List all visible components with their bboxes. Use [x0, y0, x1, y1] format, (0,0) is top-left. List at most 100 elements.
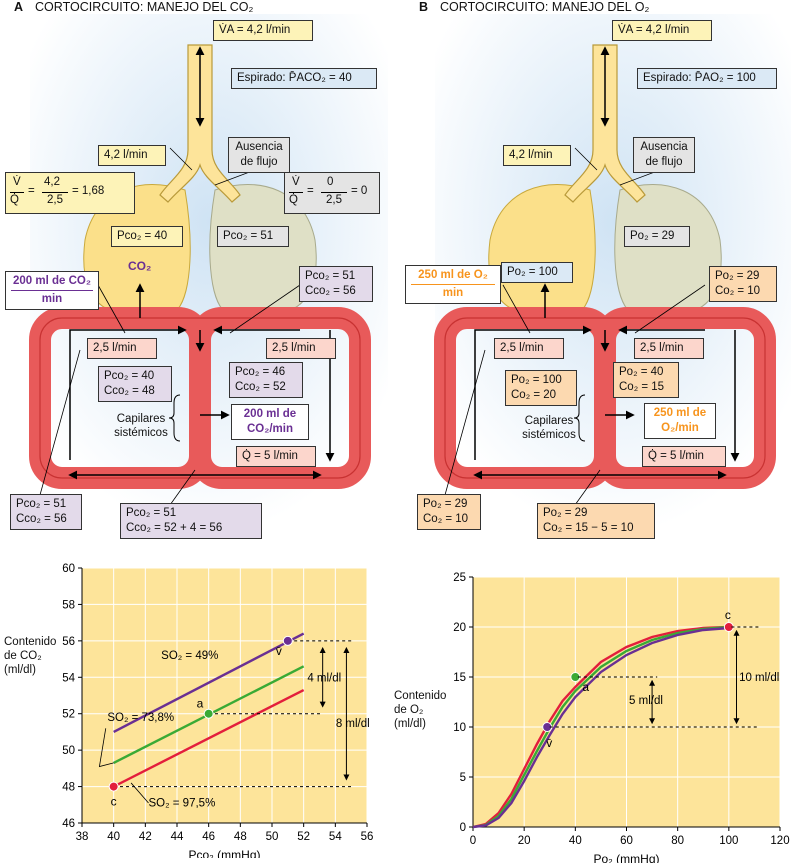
chart0-tick-label-x: 48: [234, 831, 247, 843]
chart0-tick-label-x: 40: [107, 831, 120, 843]
chart0-annotation-4ml: 4 ml/dl: [307, 672, 341, 684]
panel-a-title-text: CORTOCIRCUITO: MANEJO DEL CO₂: [35, 0, 254, 14]
chart0-point-label-2: c: [111, 795, 117, 809]
b-left-flow-arrow: [474, 325, 592, 460]
a-post-left-box: Pco₂ = 40 Cco₂ = 48: [98, 366, 172, 402]
b-q-total: Q̇ = 5 l/min: [642, 446, 726, 467]
b-venous-left-2: Co₂ = 10: [423, 513, 469, 525]
a-output-2: min: [41, 293, 63, 305]
b-expired-box: Espirado: P̄AO₂ = 100: [637, 68, 777, 89]
chart0-tick-label-x: 42: [139, 831, 152, 843]
b-flow-left: 4,2 l/min: [503, 145, 571, 166]
b-leader-flow: [574, 147, 598, 171]
chart0-point-label-0: v̄: [276, 644, 282, 658]
b-capillary-brace: [573, 394, 586, 442]
b-flow-a: 2,5 l/min: [494, 338, 564, 359]
a-venous-bottom-1: Pco₂ = 51: [126, 507, 177, 519]
chart1-series-1-line: [472, 625, 729, 829]
chart0-leader-s1: [98, 728, 114, 768]
a-co2-label: CO₂: [128, 259, 152, 273]
chart1-tick-label-x: 20: [518, 835, 531, 847]
a-tissue-1: 200 ml de: [243, 408, 297, 420]
a-capillaries-1: Capilares: [116, 413, 166, 425]
chart1-tick-label-x: 120: [770, 835, 789, 847]
b-mixed-1: Po₂ = 40: [619, 366, 664, 378]
b-flow-b: 2,5 l/min: [634, 338, 704, 359]
b-lung-right-po2: Po₂ = 29: [624, 226, 690, 247]
a-vq-right-eq: =: [307, 185, 314, 197]
chart0-tick-label-x: 52: [297, 831, 310, 843]
a-mixed-box: Pco₂ = 46 Cco₂ = 52: [229, 362, 303, 398]
b-mixed-2: Co₂ = 15: [619, 381, 665, 393]
a-venous-left-1: Pco₂ = 51: [16, 498, 67, 510]
o2-ylabel-1: Contenido: [394, 690, 447, 702]
b-tissue-box: 250 ml de O₂/min: [644, 403, 716, 439]
b-venous-bottom-box: Po₂ = 29 Co₂ = 15 − 5 = 10: [537, 503, 655, 539]
chart0-point-2: [108, 781, 119, 792]
b-post-left-box: Po₂ = 100 Co₂ = 20: [505, 370, 577, 406]
a-leader-venous-bottom: [169, 469, 196, 506]
a-flow-a: 2,5 l/min: [87, 338, 157, 359]
a-vq-right-num: 0: [327, 176, 334, 188]
b-no-flow: Ausencia de flujo: [633, 137, 695, 173]
b-output-box: 250 ml de O₂ min: [405, 265, 501, 304]
chart0-tick-label-y: 48: [62, 782, 75, 794]
a-vq-left-v: V̇: [13, 176, 21, 188]
a-vq-right-result: = 0: [351, 185, 368, 197]
a-lung-left-pco2: Pco₂ = 40: [111, 226, 183, 247]
b-mixed-box: Po₂ = 40 Co₂ = 15: [613, 362, 679, 398]
a-ventilation-box: V̇A = 4,2 l/min: [213, 20, 313, 41]
a-vq-left-eq: =: [28, 185, 35, 197]
chart0-tick-label-y: 50: [62, 745, 75, 757]
co2-ylabel-2: de CO₂: [4, 650, 42, 662]
chart1-tick-label-x: 100: [719, 835, 738, 847]
a-flow-left: 4,2 l/min: [98, 145, 166, 166]
b-leader-shunt: [634, 284, 706, 334]
chart0-point-1: [203, 708, 214, 719]
a-no-flow: Ausencia de flujo: [228, 137, 290, 173]
chart0-point-label-1: a: [197, 697, 204, 711]
chart0-tick-label-x: 38: [76, 831, 89, 843]
b-venous-bottom-2: Co₂ = 15 − 5 = 10: [543, 522, 634, 534]
b-output-1: 250 ml de O₂: [418, 269, 488, 281]
chart0-tick-label-y: 52: [62, 709, 75, 721]
b-no-flow-1: Ausencia: [640, 141, 688, 153]
chart1-tick-label-y: 5: [460, 772, 466, 784]
a-vq-left-q: Q̇: [10, 192, 24, 208]
a-shunt-2: Cco₂ = 56: [305, 285, 356, 297]
a-vq-right: V̇ Q̇ = 0 2,5 = 0: [284, 172, 380, 214]
chart1-tick-label-y: 20: [453, 622, 466, 634]
chart0-point-0: [282, 635, 293, 646]
chart1-annotation-10ml: 10 ml/dl: [739, 672, 779, 684]
a-capillaries-label: Capilares sistémicos: [104, 412, 178, 440]
chart0-tick-label-y: 60: [62, 563, 75, 575]
chart0-x-axis-label: Pco₂ (mmHg): [189, 848, 261, 858]
o2-chart-ylabel: Contenido de O₂ (ml/dl): [394, 689, 446, 731]
chart0-annotation-8ml: 8 ml/dl: [336, 718, 370, 730]
a-shunt-1: Pco₂ = 51: [305, 270, 356, 282]
a-post-left-2: Cco₂ = 48: [104, 385, 155, 397]
b-shunt-box: Po₂ = 29 Co₂ = 10: [709, 266, 777, 302]
a-expired-box: Espirado: P̄ACO₂ = 40: [231, 68, 377, 89]
a-leader-flow: [169, 147, 193, 171]
chart1-series-2-line: [472, 626, 729, 829]
chart0-series-2-label: SO₂ = 97,5%: [149, 798, 216, 810]
o2-content-chart: 0 20 40 60 80 100 120 0 5 10 15 20 25 Po₂ (mmHg) c a v̄ 5…: [453, 572, 789, 863]
a-leader-shunt: [229, 284, 301, 334]
b-tissue-1: 250 ml de: [653, 407, 707, 419]
chart0-tick-label-y: 46: [62, 818, 75, 830]
co2-ylabel-3: (ml/dl): [4, 664, 36, 676]
a-mixed-1: Pco₂ = 46: [235, 366, 286, 378]
chart1-point-label-2: v̄: [546, 736, 552, 750]
chart1-point-label-1: a: [582, 680, 589, 694]
a-capillary-brace: [168, 394, 181, 442]
co2-chart-ylabel: Contenido de CO₂ (ml/dl): [4, 635, 56, 677]
chart0-tick-label-x: 50: [266, 831, 279, 843]
co2-ylabel-1: Contenido: [4, 636, 57, 648]
a-vq-left-num: 4,2: [44, 176, 60, 188]
chart0-tick-label-x: 44: [171, 831, 184, 843]
panel-a-letter: A: [14, 0, 24, 14]
chart1-x-axis-label: Po₂ (mmHg): [594, 852, 660, 863]
chart0-series-0-line: [113, 632, 305, 733]
o2-ylabel-2: de O₂: [394, 704, 424, 716]
